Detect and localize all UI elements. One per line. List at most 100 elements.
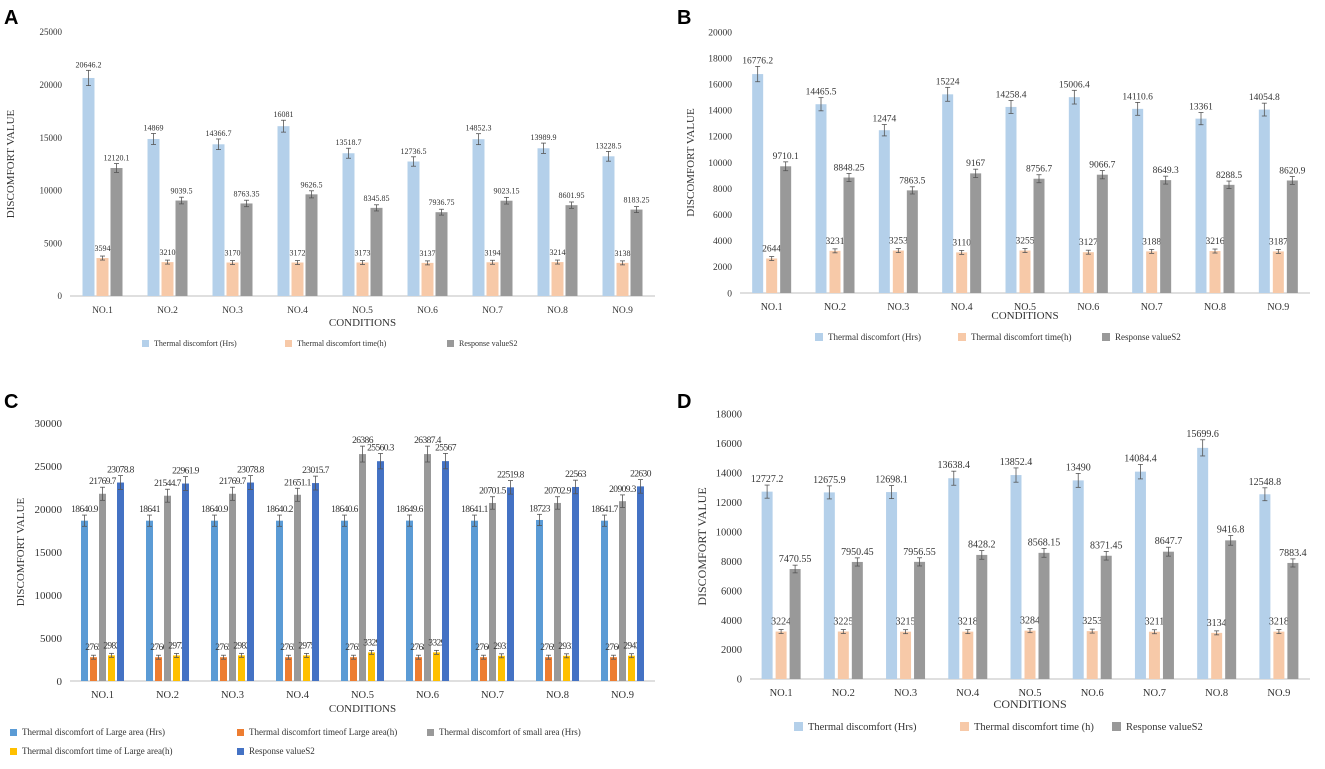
y-tick-label: 4000 <box>713 237 732 247</box>
legend-swatch <box>285 340 292 347</box>
bar <box>948 478 960 679</box>
data-label: 21651.1 <box>284 478 312 488</box>
bar <box>823 492 835 679</box>
data-label: 23015.7 <box>302 466 330 476</box>
data-label: 7956.55 <box>903 547 936 558</box>
y-tick-label: 0 <box>727 289 732 299</box>
bar <box>471 520 478 681</box>
chart-c: 0 5000 10000 15000 20000 25000 30000 DISCOMFORT… <box>10 418 655 756</box>
y-tick-label: 8000 <box>713 185 732 195</box>
data-label: 22961.9 <box>172 467 200 477</box>
legend-swatch <box>815 333 823 341</box>
data-label: 20909.3 <box>609 485 637 495</box>
data-label: 3218 <box>1269 617 1289 628</box>
bar <box>843 177 855 293</box>
data-label: 8848.25 <box>834 163 865 173</box>
legend-label: Response valueS2 <box>459 339 517 348</box>
data-label: 22563 <box>565 470 587 480</box>
data-label: 12727.2 <box>751 474 784 485</box>
panel-letter-a: A <box>4 7 18 29</box>
bar <box>226 262 239 296</box>
data-label: 2766 <box>605 643 622 653</box>
bar <box>1197 447 1209 679</box>
panel-letter-d: D <box>677 391 691 413</box>
legend-label: Thermal discomfort time(h) <box>297 339 387 348</box>
y-tick-label: 8000 <box>721 557 742 568</box>
legend-label: Thermal discomfort of Large area (Hrs) <box>22 727 165 737</box>
bar <box>628 655 635 681</box>
data-label: 2972 <box>168 641 185 651</box>
bar <box>486 262 499 296</box>
panel-letter-b: B <box>677 7 691 29</box>
data-label: 9710.1 <box>773 152 799 162</box>
bar <box>435 212 448 296</box>
data-label: 18641.1 <box>461 505 489 515</box>
bar <box>1100 555 1112 679</box>
bar <box>1072 480 1084 679</box>
data-label: 3255 <box>1016 237 1035 247</box>
bar <box>900 631 912 679</box>
data-label: 2982 <box>103 641 120 651</box>
data-label: 3215 <box>896 617 916 628</box>
bar <box>356 262 369 296</box>
data-label: 15006.4 <box>1059 80 1090 90</box>
bar <box>305 194 318 296</box>
data-label: 8288.5 <box>1216 171 1242 181</box>
y-tick-label: 25000 <box>40 27 63 37</box>
bar <box>433 652 440 681</box>
category-label: NO.5 <box>351 690 374 701</box>
data-label: 16776.2 <box>742 56 773 66</box>
bar <box>415 657 422 681</box>
bar <box>99 493 106 681</box>
bar <box>277 126 290 297</box>
bar <box>472 139 485 296</box>
legend-swatch <box>447 340 454 347</box>
data-label: 3137 <box>420 249 436 258</box>
chart-a: 0 5000 10000 15000 20000 25000 DISCOMFORT VALU… <box>5 27 655 348</box>
y-axis-title: DISCOMFORT VALUE <box>695 487 709 605</box>
data-label: 2766 <box>475 643 492 653</box>
bar <box>1082 252 1094 293</box>
y-tick-label: 2000 <box>721 645 742 656</box>
y-tick-label: 18000 <box>716 410 742 421</box>
data-label: 9066.7 <box>1089 161 1115 171</box>
category-label: NO.4 <box>287 306 308 316</box>
data-label: 23078.8 <box>107 466 135 476</box>
data-label: 12120.1 <box>104 154 130 163</box>
data-label: 3253 <box>889 237 908 247</box>
bar <box>610 657 617 681</box>
category-label: NO.2 <box>824 302 846 313</box>
bar <box>616 262 629 296</box>
bar <box>1024 630 1036 679</box>
bar <box>341 520 348 681</box>
data-label: 3173 <box>355 248 371 257</box>
data-label: 3170 <box>225 249 241 258</box>
data-label: 21769.7 <box>219 477 247 487</box>
bar <box>1211 632 1223 679</box>
data-label: 13852.4 <box>1000 457 1033 468</box>
data-label: 13361 <box>1189 103 1213 113</box>
bar <box>630 209 643 296</box>
data-label: 2975 <box>298 641 315 651</box>
bar <box>211 520 218 681</box>
bar <box>878 130 890 293</box>
bar <box>962 631 974 679</box>
data-label: 18649.6 <box>396 505 424 515</box>
bar <box>1005 106 1017 293</box>
data-label: 9416.8 <box>1217 525 1245 536</box>
data-label: 26387.4 <box>414 436 442 446</box>
legend-label: Thermal discomfort time (h) <box>974 722 1094 733</box>
data-label: 12698.1 <box>875 475 908 486</box>
y-tick-label: 6000 <box>721 586 742 597</box>
data-label: 9039.5 <box>171 187 193 196</box>
category-label: NO.1 <box>761 302 783 313</box>
data-label: 14366.7 <box>206 129 232 138</box>
data-label: 22630 <box>630 470 652 480</box>
legend-swatch <box>10 748 17 755</box>
data-label: 14258.4 <box>996 90 1027 100</box>
bar <box>775 631 787 679</box>
data-label: 18640.6 <box>331 505 359 515</box>
data-label: 8763.35 <box>234 189 260 198</box>
data-label: 2943 <box>623 642 640 652</box>
data-label: 3329 <box>428 638 445 648</box>
